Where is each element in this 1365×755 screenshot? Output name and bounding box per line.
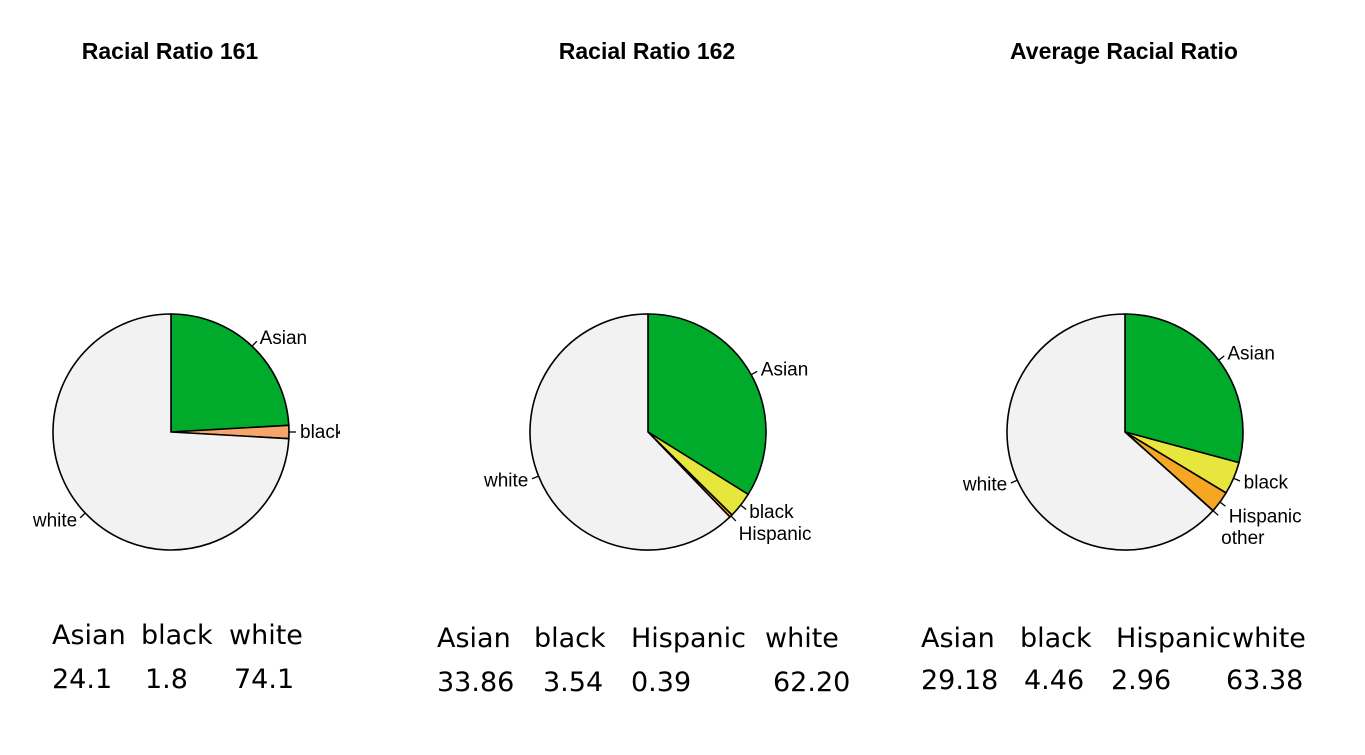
pie-slice-white	[52, 313, 290, 551]
slice-label-black: black	[1244, 473, 1289, 494]
table-value-black: 4.46	[1024, 665, 1085, 696]
slice-leader-white	[79, 512, 86, 519]
chart-title: Racial Ratio 162	[558, 38, 736, 64]
table-value-asian: 33.86	[437, 667, 515, 698]
table-value-hispanic: 0.39	[631, 667, 692, 698]
table-value-white: 62.20	[773, 667, 851, 698]
table-header-white: white	[765, 623, 839, 654]
table-header-hispanic: Hispanic	[631, 623, 747, 654]
slice-leader-asian	[1218, 355, 1225, 361]
slice-leader-white	[1010, 479, 1018, 484]
slice-label-other: other	[1221, 528, 1265, 549]
slice-label-black: black	[749, 502, 794, 523]
slice-leader-black	[740, 504, 747, 510]
slice-label-hispanic: Hispanic	[739, 524, 812, 545]
slice-leader-hispanic	[730, 515, 737, 522]
table-value-asian: 29.18	[921, 665, 999, 696]
slice-leader-white	[531, 475, 539, 480]
chart-panel-2: Racial Ratio 162 Asian black Hispanic white…	[437, 0, 850, 755]
slice-label-asian: Asian	[1227, 344, 1275, 365]
table-value-black: 1.8	[145, 664, 188, 695]
slice-leader-black	[1233, 477, 1241, 482]
table-header-hispanic: Hispanic	[1116, 623, 1232, 654]
pie-chart: Asian black white	[32, 313, 340, 551]
chart-title: Average Racial Ratio	[1010, 38, 1238, 64]
slice-label-hispanic: Hispanic	[1229, 507, 1302, 528]
table-value-asian: 24.1	[52, 664, 113, 695]
table-value-hispanic: 2.96	[1111, 665, 1172, 696]
table-header-black: black	[141, 620, 213, 651]
chart-panel-1: Racial Ratio 161 Asian black white Asian b…	[0, 0, 340, 755]
table-header-white: white	[229, 620, 303, 651]
table-value-white: 74.1	[234, 664, 295, 695]
pie-slice-asian	[170, 313, 290, 433]
slice-leader-asian	[750, 370, 758, 376]
slice-label-asian: Asian	[761, 359, 809, 380]
slice-label-white: white	[962, 475, 1007, 496]
slice-leader-other	[1212, 510, 1219, 516]
table-header-black: black	[534, 623, 606, 654]
chart-panel-3: Average Racial Ratio Asian black Hispanic o…	[921, 0, 1306, 755]
table-header-asian: Asian	[437, 623, 511, 654]
slice-label-asian: Asian	[260, 328, 308, 349]
pie-slice-white	[529, 313, 732, 551]
table-header-black: black	[1020, 623, 1092, 654]
table-value-white: 63.38	[1226, 665, 1304, 696]
slice-label-white: white	[32, 511, 77, 532]
slice-leader-asian	[251, 340, 258, 347]
slice-label-white: white	[483, 470, 528, 491]
table-value-black: 3.54	[543, 667, 604, 698]
slice-leader-hispanic	[1219, 501, 1226, 507]
table-header-asian: Asian	[921, 623, 995, 654]
table-header-asian: Asian	[52, 620, 126, 651]
table-header-white: white	[1232, 623, 1306, 654]
slice-label-black: black	[300, 422, 340, 443]
chart-title: Racial Ratio 161	[81, 38, 259, 64]
